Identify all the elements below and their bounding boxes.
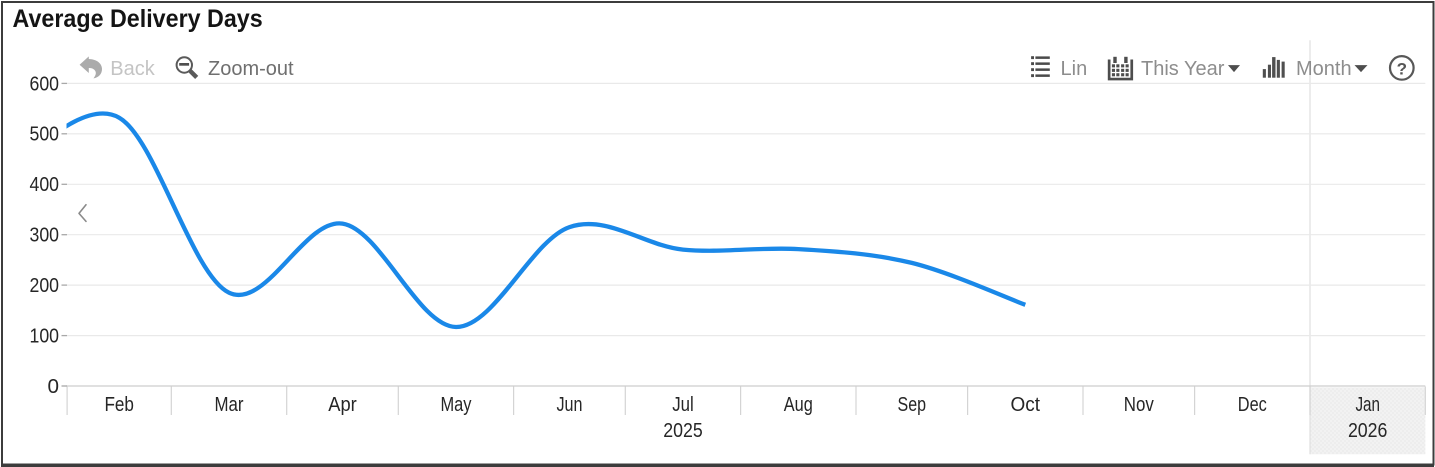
svg-text:Dec: Dec bbox=[1238, 394, 1267, 416]
svg-text:Jun: Jun bbox=[557, 394, 583, 416]
svg-text:Apr: Apr bbox=[328, 394, 357, 416]
svg-text:2025: 2025 bbox=[663, 420, 703, 442]
svg-text:Lin: Lin bbox=[1061, 58, 1088, 80]
svg-text:0: 0 bbox=[48, 375, 60, 398]
svg-text:Back: Back bbox=[110, 58, 155, 80]
svg-text:This Year: This Year bbox=[1141, 58, 1225, 80]
svg-text:Feb: Feb bbox=[104, 394, 134, 416]
svg-text:Mar: Mar bbox=[215, 394, 244, 416]
svg-text:May: May bbox=[441, 394, 472, 416]
svg-text:100: 100 bbox=[30, 325, 60, 348]
svg-text:600: 600 bbox=[30, 72, 60, 95]
svg-text:Nov: Nov bbox=[1124, 394, 1154, 416]
svg-text:2026: 2026 bbox=[1348, 420, 1388, 442]
svg-text:200: 200 bbox=[30, 274, 60, 297]
svg-text:Zoom-out: Zoom-out bbox=[208, 58, 294, 80]
svg-text:Jul: Jul bbox=[672, 394, 694, 416]
svg-text:Oct: Oct bbox=[1011, 394, 1041, 416]
svg-text:Month: Month bbox=[1296, 58, 1352, 80]
svg-text:300: 300 bbox=[30, 224, 60, 247]
svg-text:Aug: Aug bbox=[784, 394, 813, 416]
svg-text:400: 400 bbox=[30, 173, 60, 196]
svg-text:500: 500 bbox=[30, 123, 60, 146]
svg-text:Jan: Jan bbox=[1355, 394, 1380, 416]
svg-text:Sep: Sep bbox=[898, 394, 927, 416]
svg-text:?: ? bbox=[1397, 60, 1407, 79]
svg-text:Average Delivery Days: Average Delivery Days bbox=[13, 5, 263, 33]
